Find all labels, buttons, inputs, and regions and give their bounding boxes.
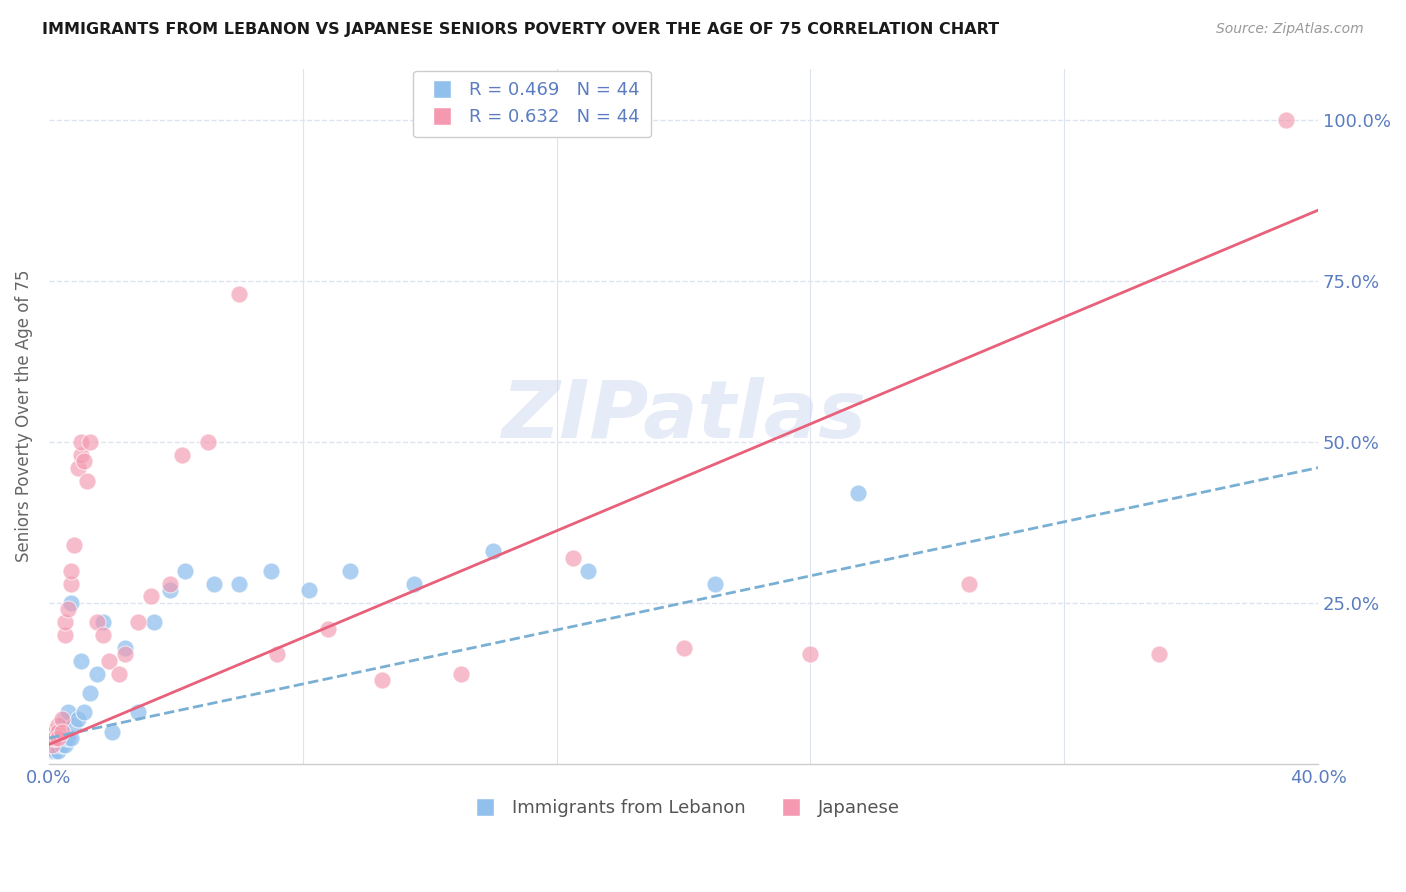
Point xyxy=(41,744,63,758)
Point xyxy=(53,628,76,642)
Point xyxy=(101,724,124,739)
Point xyxy=(69,434,91,449)
Point xyxy=(957,576,980,591)
Point xyxy=(450,666,472,681)
Text: ZIPatlas: ZIPatlas xyxy=(501,377,866,455)
Point xyxy=(56,706,79,720)
Point xyxy=(48,718,70,732)
Point xyxy=(41,731,63,745)
Point xyxy=(53,738,76,752)
Point xyxy=(114,648,136,662)
Point xyxy=(44,724,66,739)
Point xyxy=(846,486,869,500)
Point xyxy=(402,576,425,591)
Point xyxy=(44,731,66,745)
Point xyxy=(76,474,98,488)
Point xyxy=(91,628,114,642)
Point xyxy=(63,538,86,552)
Point xyxy=(79,686,101,700)
Point xyxy=(51,712,73,726)
Point xyxy=(42,731,65,745)
Point xyxy=(48,744,70,758)
Point xyxy=(41,724,63,739)
Text: IMMIGRANTS FROM LEBANON VS JAPANESE SENIORS POVERTY OVER THE AGE OF 75 CORRELATI: IMMIGRANTS FROM LEBANON VS JAPANESE SENI… xyxy=(42,22,1000,37)
Point xyxy=(561,550,583,565)
Point xyxy=(66,460,89,475)
Point xyxy=(60,596,83,610)
Point xyxy=(48,724,70,739)
Point xyxy=(576,564,599,578)
Point xyxy=(159,582,181,597)
Point xyxy=(60,731,83,745)
Point xyxy=(51,738,73,752)
Point xyxy=(159,576,181,591)
Point xyxy=(41,738,63,752)
Point xyxy=(56,731,79,745)
Point xyxy=(1275,113,1298,128)
Point xyxy=(69,654,91,668)
Point xyxy=(86,615,108,630)
Point xyxy=(39,738,62,752)
Point xyxy=(174,564,197,578)
Point xyxy=(86,666,108,681)
Point xyxy=(44,744,66,758)
Point xyxy=(202,576,225,591)
Point xyxy=(51,718,73,732)
Point xyxy=(39,731,62,745)
Point xyxy=(142,615,165,630)
Text: Source: ZipAtlas.com: Source: ZipAtlas.com xyxy=(1216,22,1364,37)
Point xyxy=(53,731,76,745)
Point xyxy=(114,640,136,655)
Point xyxy=(127,615,149,630)
Point xyxy=(42,738,65,752)
Point xyxy=(53,712,76,726)
Point xyxy=(704,576,727,591)
Point xyxy=(339,564,361,578)
Point xyxy=(91,615,114,630)
Point xyxy=(73,454,96,468)
Point xyxy=(60,564,83,578)
Point xyxy=(672,640,695,655)
Legend: Immigrants from Lebanon, Japanese: Immigrants from Lebanon, Japanese xyxy=(460,792,907,824)
Point xyxy=(56,602,79,616)
Point xyxy=(482,544,505,558)
Point xyxy=(69,448,91,462)
Point xyxy=(66,712,89,726)
Point xyxy=(197,434,219,449)
Point xyxy=(298,582,321,597)
Point xyxy=(48,731,70,745)
Point xyxy=(48,724,70,739)
Point xyxy=(107,666,129,681)
Y-axis label: Seniors Poverty Over the Age of 75: Seniors Poverty Over the Age of 75 xyxy=(15,270,32,563)
Point xyxy=(316,622,339,636)
Point xyxy=(51,731,73,745)
Point xyxy=(73,706,96,720)
Point xyxy=(139,590,162,604)
Point xyxy=(60,576,83,591)
Point xyxy=(799,648,821,662)
Point xyxy=(266,648,288,662)
Point xyxy=(44,738,66,752)
Point xyxy=(371,673,394,687)
Point xyxy=(48,731,70,745)
Point xyxy=(79,434,101,449)
Point xyxy=(228,286,250,301)
Point xyxy=(260,564,283,578)
Point xyxy=(228,576,250,591)
Point xyxy=(48,738,70,752)
Point xyxy=(44,731,66,745)
Point xyxy=(127,706,149,720)
Point xyxy=(63,718,86,732)
Point xyxy=(1149,648,1171,662)
Point xyxy=(172,448,194,462)
Point xyxy=(53,615,76,630)
Point xyxy=(98,654,121,668)
Point xyxy=(51,724,73,739)
